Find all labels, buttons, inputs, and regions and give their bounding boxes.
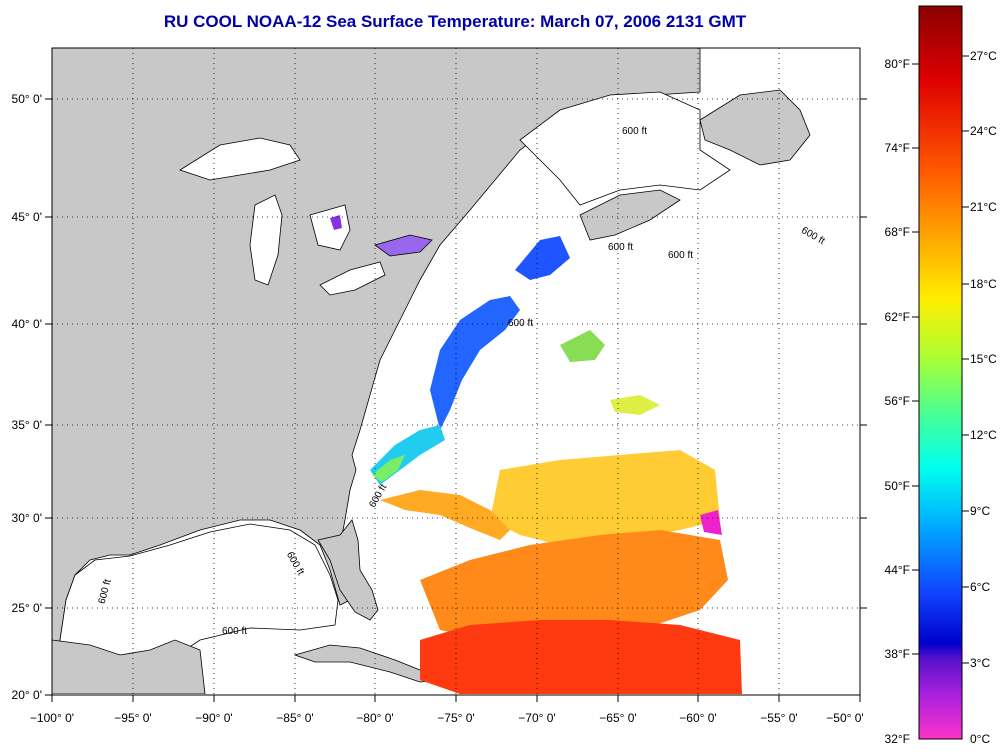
fahrenheit-label: 80°F [885, 57, 910, 71]
land-newfoundland [699, 89, 811, 166]
sst-patch-yellow [610, 395, 660, 415]
lon-tick-label: −75° 0' [437, 711, 474, 725]
gulf-of-st-lawrence [519, 91, 731, 206]
celsius-label: 27°C [970, 49, 997, 63]
celsius-label: 18°C [970, 277, 997, 291]
sst-shelf-green [372, 455, 405, 482]
lon-tick-label: −85° 0' [276, 711, 313, 725]
lon-tick-label: −60° 0' [679, 711, 716, 725]
fahrenheit-label: 62°F [885, 310, 910, 324]
lon-tick-label: −80° 0' [356, 711, 393, 725]
celsius-label: 6°C [970, 580, 990, 594]
colorbar-fahrenheit-labels: 80°F 74°F 68°F 62°F 56°F 50°F 44°F 38°F … [885, 57, 910, 746]
lat-tick-label: 20° 0' [12, 688, 42, 702]
fahrenheit-label: 50°F [885, 479, 910, 493]
celsius-label: 9°C [970, 504, 990, 518]
fahrenheit-label: 32°F [885, 732, 910, 746]
celsius-label: 21°C [970, 200, 997, 214]
lon-tick-label: −70° 0' [518, 711, 555, 725]
sst-midatlantic-shelf [430, 296, 520, 430]
land-nova-scotia [579, 189, 681, 241]
fahrenheit-label: 44°F [885, 563, 910, 577]
lon-tick-labels: −100° 0' −95° 0' −90° 0' −85° 0' −80° 0'… [30, 711, 864, 725]
isobath-label: 600 ft [668, 250, 693, 261]
tick-marks [45, 98, 867, 702]
isobath-label: 600 ft [222, 626, 247, 637]
sst-warm-red [420, 620, 742, 694]
lon-tick-label: −50° 0' [826, 711, 863, 725]
colorbar [918, 5, 963, 740]
sst-lake-michigan-patch [330, 215, 342, 230]
fahrenheit-label: 68°F [885, 225, 910, 239]
lon-tick-label: −90° 0' [195, 711, 232, 725]
land-florida [317, 519, 379, 621]
lat-tick-label: 25° 0' [12, 601, 42, 615]
celsius-label: 12°C [970, 428, 997, 442]
lake-ontario [374, 234, 433, 257]
lon-tick-label: −95° 0' [114, 711, 151, 725]
lat-tick-label: 50° 0' [12, 92, 42, 106]
fahrenheit-label: 38°F [885, 647, 910, 661]
lat-tick-label: 45° 0' [12, 210, 42, 224]
sst-patch-green [560, 330, 605, 362]
lat-tick-label: 40° 0' [12, 317, 42, 331]
colorbar-ticks [912, 55, 969, 664]
celsius-label: 3°C [970, 656, 990, 670]
lat-tick-label: 30° 0' [12, 511, 42, 525]
lake-superior [179, 137, 301, 181]
lat-tick-label: 35° 0' [12, 418, 42, 432]
sst-patch-magenta [700, 510, 722, 535]
land-yucatan [52, 639, 206, 694]
map-title: RU COOL NOAA-12 Sea Surface Temperature:… [163, 12, 747, 31]
fahrenheit-label: 74°F [885, 141, 910, 155]
lon-tick-label: −100° 0' [30, 711, 74, 725]
isobath-label: 600 ft [508, 318, 533, 329]
fahrenheit-label: 56°F [885, 394, 910, 408]
isobath-label: 600 ft [608, 242, 633, 253]
celsius-label: 24°C [970, 124, 997, 138]
celsius-label: 15°C [970, 352, 997, 366]
sst-warm-orange [420, 530, 728, 640]
sst-gulf-stream-arc [380, 490, 510, 540]
lake-erie [319, 261, 386, 296]
lon-tick-label: −55° 0' [760, 711, 797, 725]
colorbar-celsius-labels: 27°C 24°C 21°C 18°C 15°C 12°C 9°C 6°C 3°… [970, 49, 997, 746]
lake-michigan [249, 194, 283, 286]
lat-tick-labels: 20° 0' 25° 0' 30° 0' 35° 0' 40° 0' 45° 0… [12, 92, 42, 702]
celsius-label: 0°C [970, 732, 990, 746]
sst-shelf-cold [515, 236, 570, 280]
lon-tick-label: −65° 0' [599, 711, 636, 725]
sst-warm-yellow [490, 450, 720, 545]
isobath-label: 600 ft [622, 126, 647, 137]
